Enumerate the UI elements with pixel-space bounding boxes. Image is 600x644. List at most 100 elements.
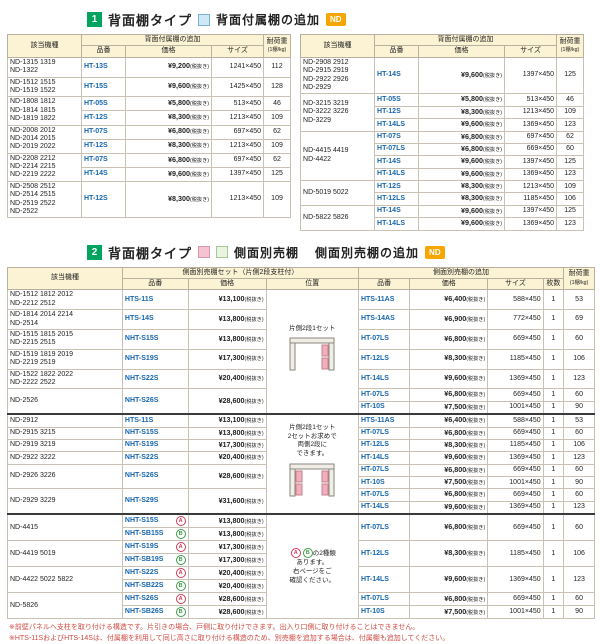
load-cell: 109 [263,180,292,219]
table-row: ND-4415 NHT-S15S A ¥13,800(税抜き) A B の2種類 あります。右… [7,513,595,620]
model-cell: ND-5019 5022 [300,180,376,206]
section1: 1 背面棚タイプ 背面付属棚の追加 ND 該当機種 背面付属棚の追加 耐荷重 (1… [7,10,595,231]
col-header-add-group: 側面別売棚の追加 [357,266,565,280]
set-part-number-cell: NHT-S19S [121,438,189,453]
set-part-number: NHT-S19S A [125,542,186,553]
set-part-code: NHT-SB15S [124,530,164,538]
add-part-number-cell: HT-07LS [357,426,411,440]
model-cell: ND-2908 2912 ND-2915 2919 ND-2922 2926 ND-2… [300,56,376,95]
size-cell: 669×450 [487,426,544,440]
set-part-number-cell: HTS-11S [121,413,189,428]
set-part-number-cell: NHT-S22S A [121,566,189,581]
price-cell: ¥8,300(税抜き) [125,138,212,154]
price-cell: ¥9,600(税抜き) [418,217,506,231]
add-part-number-cell: HT-14LS [357,566,411,594]
size-cell: 1369×450 [487,451,544,465]
set-part-code: NHT-S19S [124,354,159,362]
set-price-cell: ¥20,400(税抜き) [187,579,267,594]
position-note-line: A B の2種類 [269,548,356,559]
price-cell: ¥9,200(税抜き) [125,56,212,78]
add-part-number-cell: HT-14LS [357,451,411,465]
load-label: 耐荷重 [568,270,590,278]
add-part-number-cell: HT-14LS [357,500,411,515]
add-part-number-cell: HT-10S [357,476,411,490]
part-number-cell: HT-15S [81,76,126,98]
add-price-cell: ¥8,300(税抜き) [409,438,489,453]
count-cell: 1 [542,451,565,465]
mark-a-icon: A [175,594,186,605]
count-cell: 1 [542,426,565,440]
set-part-code: NHT-S15S [124,517,159,525]
load-cell: 125 [556,155,585,169]
price-cell: ¥9,600(税抜き) [418,56,506,95]
size-cell: 1397×450 [504,56,558,95]
load-cell: 109 [263,138,292,154]
size-cell: 1369×450 [487,566,544,594]
add-part-number-cell: HT-12LS [357,348,411,370]
set-price-cell: ¥13,800(税抜き) [187,328,267,350]
count-cell: 1 [542,463,565,478]
position-diagram-both-sides-icon [289,463,335,497]
set-part-code: NHT-S15S [124,429,159,436]
set-part-number: NHT-SB19S B [125,555,186,566]
part-number-cell: HT-13S [81,56,126,78]
add-part-number-cell: HTS-11AS [357,413,411,428]
size-cell: 1241×450 [210,56,265,78]
section2-title: 背面棚タイプ [108,245,193,261]
table-row: ND-5019 5022 HT-12S ¥8,300(税抜き) 1213×450 109 [300,180,585,206]
load-cell: 123 [556,118,585,132]
section2: 2 背面棚タイプ 側面別売棚 側面別売棚の追加 ND 該当機種 側面別売棚セット… [7,243,595,644]
col-header-model: 該当機種 [300,34,376,58]
load-cell: 60 [563,592,595,607]
table-row: ND-2526 NHT-S26S ¥28,600(税抜き) HT-07LS ¥6,800… [7,388,595,415]
section1-title-row: 1 背面棚タイプ 背面付属棚の追加 ND [87,10,595,29]
set-part-code: NHT-S19S [124,441,159,449]
size-cell: 1185×450 [487,540,544,568]
model-cell: ND-2919 3219 [7,438,123,453]
nd-badge: ND [425,245,445,259]
set-price-cell: ¥28,600(税抜き) [187,388,267,415]
model-cell: ND-1522 1822 2022 ND-2222 2522 [7,368,123,390]
size-cell: 669×450 [487,488,544,502]
add-part-number-cell: HT-10S [357,400,411,415]
col-header-part: 品番 [81,45,126,58]
set-part-code: NHT-S26S [124,397,159,405]
size-cell: 1425×450 [210,76,265,98]
table-row: NHT-SB15S B ¥13,800(税抜き) [8,527,595,542]
size-cell: 1001×450 [487,605,544,620]
set-part-number: NHT-S22S A [125,568,186,579]
col-header-load: 耐荷重 (1棚/kg) [556,34,585,58]
size-cell: 772×450 [487,309,544,330]
table-row: HT-14LS ¥9,600(税抜き) 1369×450 123 [301,167,585,182]
section1-number-badge: 1 [87,12,102,27]
size-cell: 669×450 [487,328,544,350]
part-number-cell: HT-12S [374,180,420,194]
position-diagram-one-side-icon [289,337,335,371]
set-part-number: HTS-11S [125,296,186,304]
load-label: 耐荷重 [559,37,581,45]
col-header-size: サイズ [487,278,544,291]
add-price-cell: ¥6,800(税抜き) [409,592,489,607]
set-part-code: NHT-S26S [124,472,159,480]
load-cell: 60 [563,488,595,502]
position-note-line: 両側2段に [297,441,328,449]
set-part-number-cell: NHT-S29S [121,488,189,515]
size-cell: 669×450 [487,513,544,542]
position-note-line: 片側2段1セット [289,423,336,431]
load-cell: 46 [263,96,292,112]
set-part-number: HTS-11S [125,417,186,425]
load-cell: 90 [563,400,595,415]
table-row: HT-14LS ¥9,600(税抜き) 1369×450 1 123 [8,500,595,515]
count-cell: 1 [542,328,565,350]
count-cell: 1 [542,438,565,453]
load-cell: 106 [563,540,595,568]
set-part-number-cell: NHT-S22S [121,368,189,390]
table-row: ND-2008 2012 ND-2014 2015 ND-2019 2022 HT-0… [7,124,292,154]
set-part-number: NHT-S15S A [124,516,186,527]
add-part-number-cell: HTS-14AS [357,309,411,330]
table-row: HT-12S ¥8,300(税抜き) 1213×450 109 [8,138,292,154]
size-cell: 1369×450 [504,167,558,182]
size-cell: 1369×450 [487,368,544,390]
part-number-cell: HT-07LS [374,142,420,157]
add-part-number-cell: HT-14LS [357,368,411,390]
